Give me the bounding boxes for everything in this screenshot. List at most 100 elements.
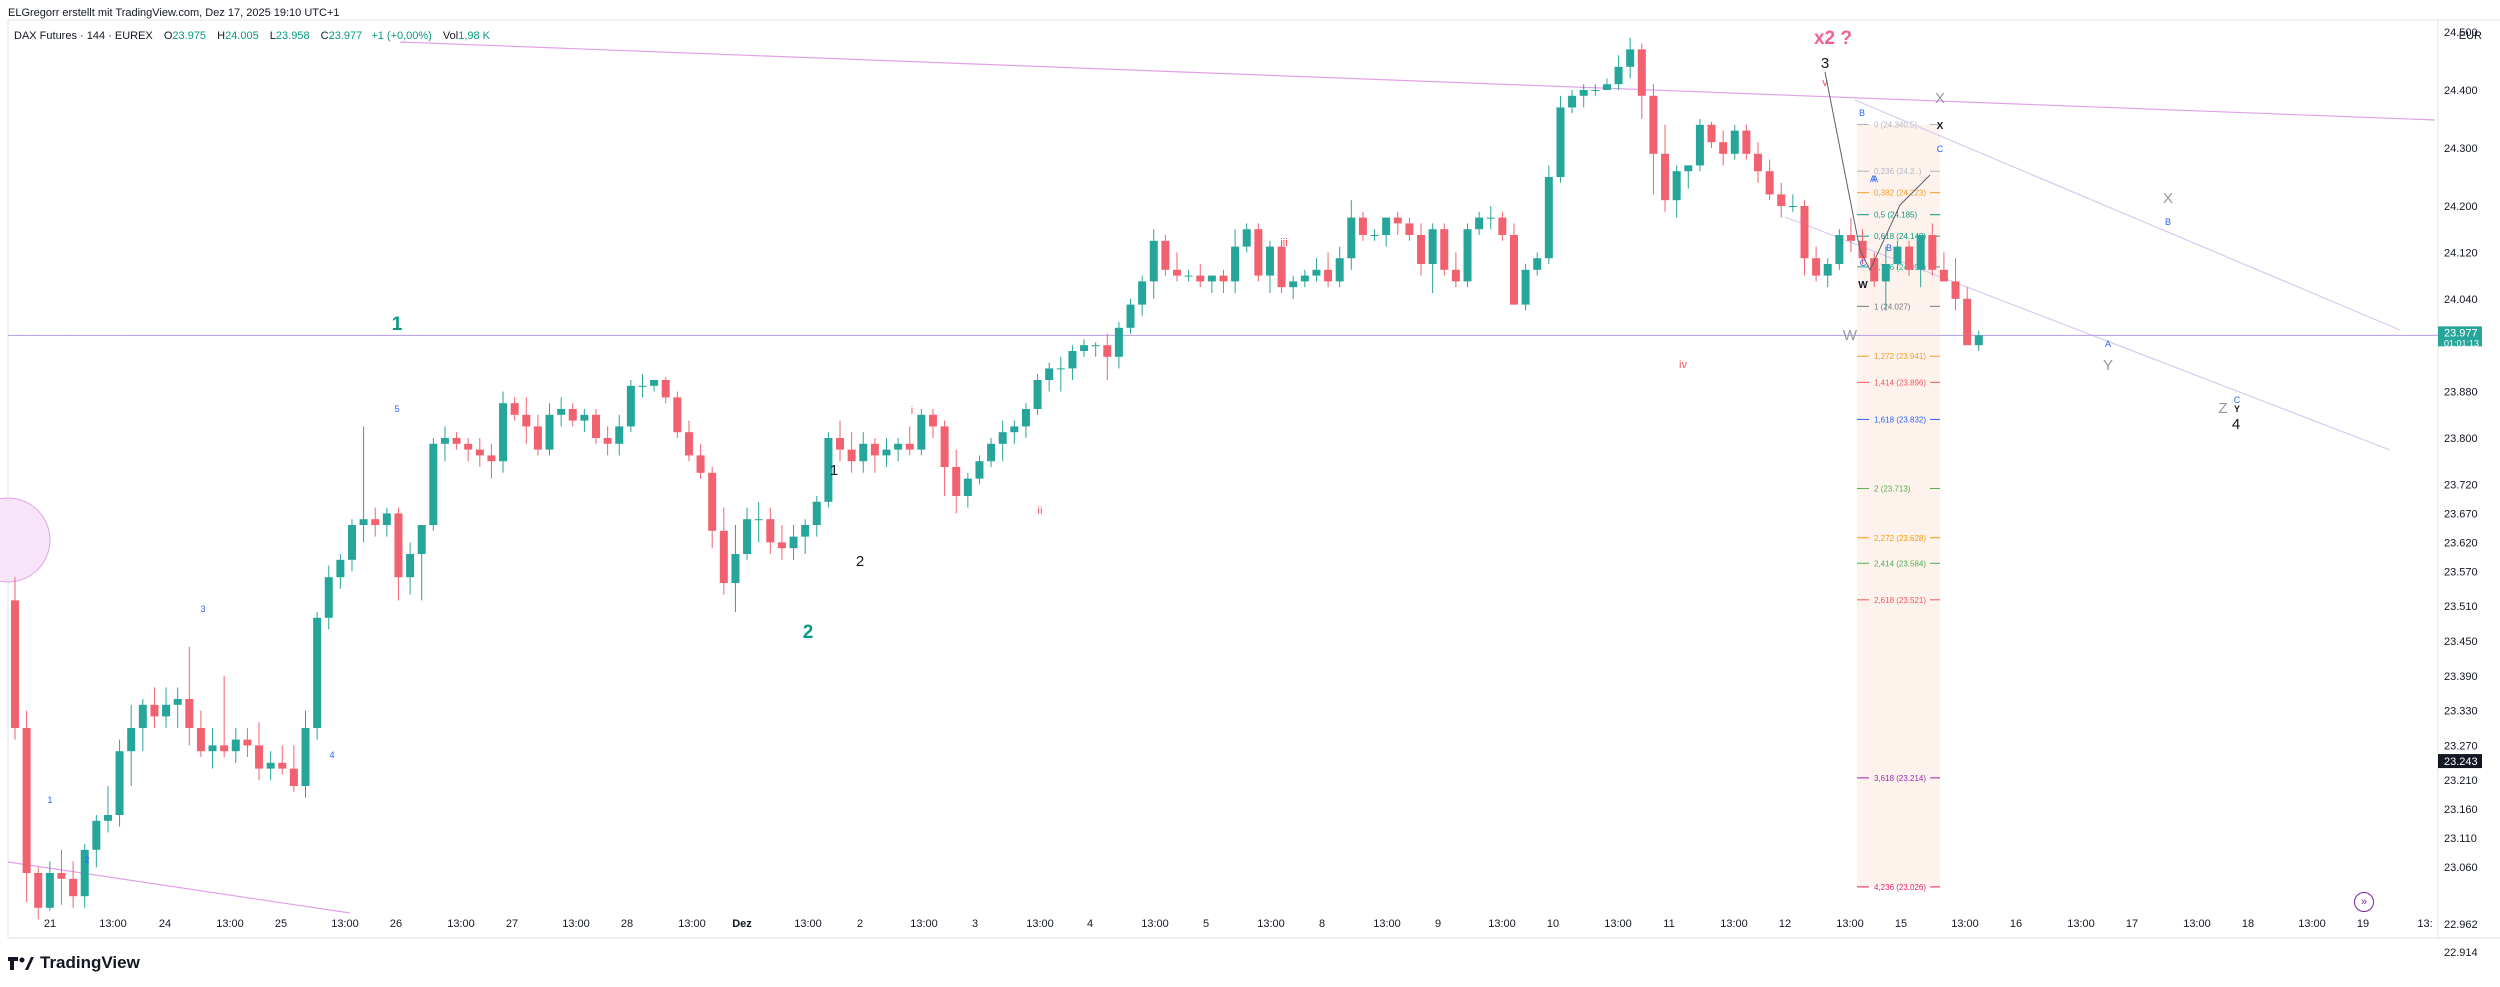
- price-axis-tick: 23.720: [2444, 479, 2478, 491]
- candle-body: [417, 525, 426, 554]
- candle-body: [870, 443, 879, 456]
- candle-body: [1207, 275, 1216, 282]
- candle-body: [917, 414, 926, 450]
- candle-body: [1161, 240, 1170, 270]
- wave-minor-label: 2: [856, 553, 864, 570]
- time-axis-tick: 11: [1663, 918, 1674, 930]
- candle-body: [1963, 298, 1972, 346]
- fib-level-label: 0,786 (24.095): [1874, 263, 1926, 272]
- time-axis-tick: 13:00: [562, 918, 590, 930]
- candle-body: [487, 455, 496, 462]
- wxyz-label: Z: [2218, 400, 2227, 417]
- marker-price-badge: [2438, 754, 2482, 769]
- candle-body: [1231, 246, 1240, 282]
- candle-body: [1219, 275, 1228, 282]
- tradingview-logo[interactable]: TradingView: [8, 952, 140, 974]
- volume-value: 1,98 K: [458, 30, 491, 42]
- wave-path-line: [1824, 71, 1931, 272]
- time-axis-tick: 25: [275, 918, 287, 930]
- time-axis-tick: 13:00: [910, 918, 938, 930]
- candle-body: [1672, 171, 1681, 201]
- candle-body: [1916, 235, 1925, 270]
- candle-body: [1835, 235, 1844, 264]
- time-axis-tick: 13:00: [794, 918, 822, 930]
- candle-body: [452, 438, 461, 444]
- candle-body: [905, 443, 914, 450]
- candle-body: [592, 414, 600, 438]
- symbol-name[interactable]: DAX Futures · 144 · EUREX: [14, 30, 153, 42]
- candle-body: [998, 432, 1007, 444]
- chart-attribution: ELGregorr erstellt mit TradingView.com, …: [8, 7, 340, 19]
- candle-body: [824, 438, 833, 502]
- low-label: L: [269, 30, 276, 42]
- candle-body: [185, 699, 194, 728]
- price-axis-tick: 24.040: [2444, 294, 2478, 306]
- candle-body: [1951, 281, 1960, 299]
- candle-body: [1265, 246, 1274, 276]
- price-axis-tick: 23.110: [2444, 833, 2477, 845]
- candle-body: [266, 762, 275, 769]
- candle-body: [1858, 240, 1867, 259]
- candle-body: [289, 768, 298, 786]
- time-axis-tick: 17: [2126, 918, 2138, 930]
- candle-body: [1870, 258, 1879, 282]
- candle-body: [1788, 206, 1797, 207]
- wxyz-label: X: [2163, 190, 2173, 207]
- candle-body: [394, 513, 403, 578]
- candle-body: [196, 728, 205, 752]
- time-axis-tick: 13:00: [99, 918, 127, 930]
- candle-body: [533, 426, 542, 450]
- candle-body: [57, 873, 66, 879]
- candle-body: [859, 443, 868, 462]
- candle-body: [382, 513, 391, 525]
- price-axis-tick: 23.330: [2444, 706, 2478, 718]
- candle-body: [475, 449, 484, 456]
- candle-body: [92, 820, 101, 850]
- fib-level-label: 2,414 (23.584): [1874, 559, 1926, 568]
- price-axis-tick: 23.880: [2444, 387, 2478, 399]
- candle-body: [1417, 235, 1426, 264]
- symbol-legend[interactable]: DAX Futures · 144 · EUREX O23.975 H24.00…: [14, 30, 490, 42]
- low-value: 23.958: [275, 30, 310, 42]
- candle-body: [719, 530, 728, 583]
- go-to-realtime-button[interactable]: »: [2354, 892, 2374, 912]
- wave-minor-label: 4: [2232, 416, 2240, 433]
- wxyz-label: X: [1935, 90, 1945, 107]
- candle-body: [963, 478, 972, 496]
- candle-body: [324, 577, 333, 618]
- candle-body: [1649, 95, 1658, 154]
- candle-body: [34, 873, 43, 908]
- candle-body: [638, 385, 647, 387]
- candle-body: [1754, 153, 1762, 172]
- candle-body: [731, 554, 740, 583]
- current-price-badge: [2438, 326, 2482, 347]
- candle-body: [940, 426, 949, 467]
- countdown-label: 01:01:13: [2444, 338, 2479, 348]
- time-axis-tick: 24: [159, 918, 171, 930]
- candle-body: [138, 704, 147, 728]
- candle-body: [1533, 258, 1542, 270]
- roman-wave-label: iv: [1679, 359, 1687, 371]
- wxyz-label: W: [1843, 327, 1858, 344]
- candle-body: [1742, 130, 1751, 154]
- time-axis-tick: 13:00: [2298, 918, 2326, 930]
- abc-label: B: [1886, 243, 1892, 253]
- currency-label[interactable]: EUR: [2458, 30, 2482, 42]
- time-axis-tick: 13:00: [1604, 918, 1632, 930]
- price-axis-tick: 23.510: [2444, 601, 2478, 613]
- open-label: O: [163, 30, 173, 42]
- abc-label: A: [1870, 174, 1876, 184]
- fib-level-label: 0,618 (24.148): [1874, 232, 1926, 241]
- candle-body: [313, 617, 322, 728]
- wxyz-label: Y: [2234, 404, 2240, 414]
- time-axis-tick: Dez: [732, 918, 752, 930]
- abc-label: 5: [394, 404, 399, 414]
- close-label: C: [320, 30, 329, 42]
- candle-body: [1312, 269, 1321, 276]
- candle-body: [1579, 90, 1588, 96]
- candle-body: [1021, 409, 1030, 427]
- candle-body: [1126, 304, 1135, 328]
- candle-body: [1800, 206, 1809, 259]
- high-label: H: [217, 30, 226, 42]
